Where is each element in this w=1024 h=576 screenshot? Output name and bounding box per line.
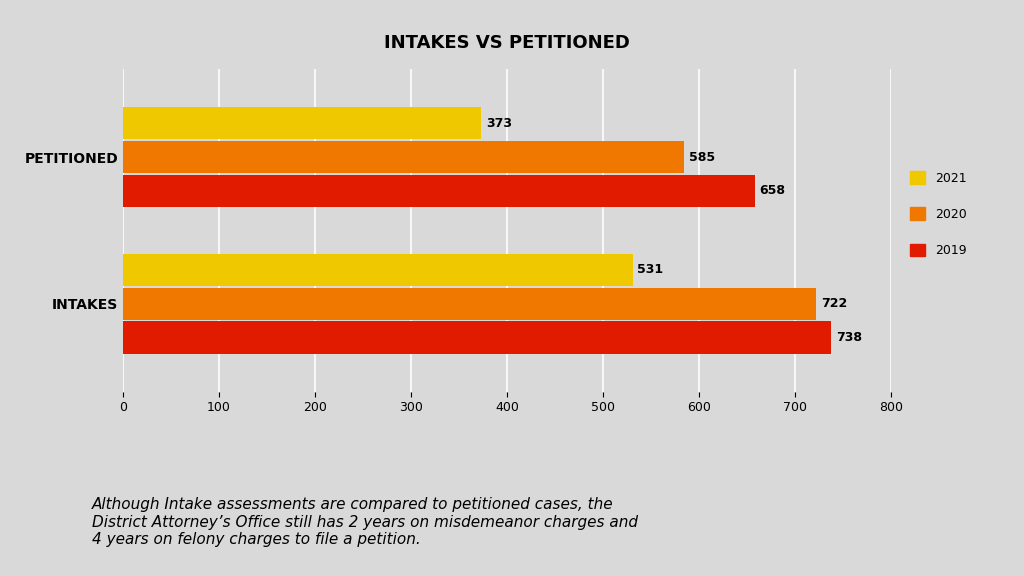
Legend: 2021, 2020, 2019: 2021, 2020, 2019 [905, 166, 972, 262]
Bar [123, 175, 755, 207]
Title: INTAKES VS PETITIONED: INTAKES VS PETITIONED [384, 35, 630, 52]
Bar [123, 254, 633, 286]
Text: 531: 531 [637, 263, 664, 276]
Text: 373: 373 [485, 117, 512, 130]
Text: 722: 722 [821, 297, 847, 310]
Bar [123, 287, 816, 320]
Bar [123, 321, 831, 354]
Bar [123, 107, 481, 139]
Bar [123, 141, 684, 173]
Text: 658: 658 [760, 184, 785, 198]
Text: 738: 738 [837, 331, 862, 344]
Text: 585: 585 [689, 150, 716, 164]
Text: Although Intake assessments are compared to petitioned cases, the
District Attor: Although Intake assessments are compared… [92, 498, 638, 547]
